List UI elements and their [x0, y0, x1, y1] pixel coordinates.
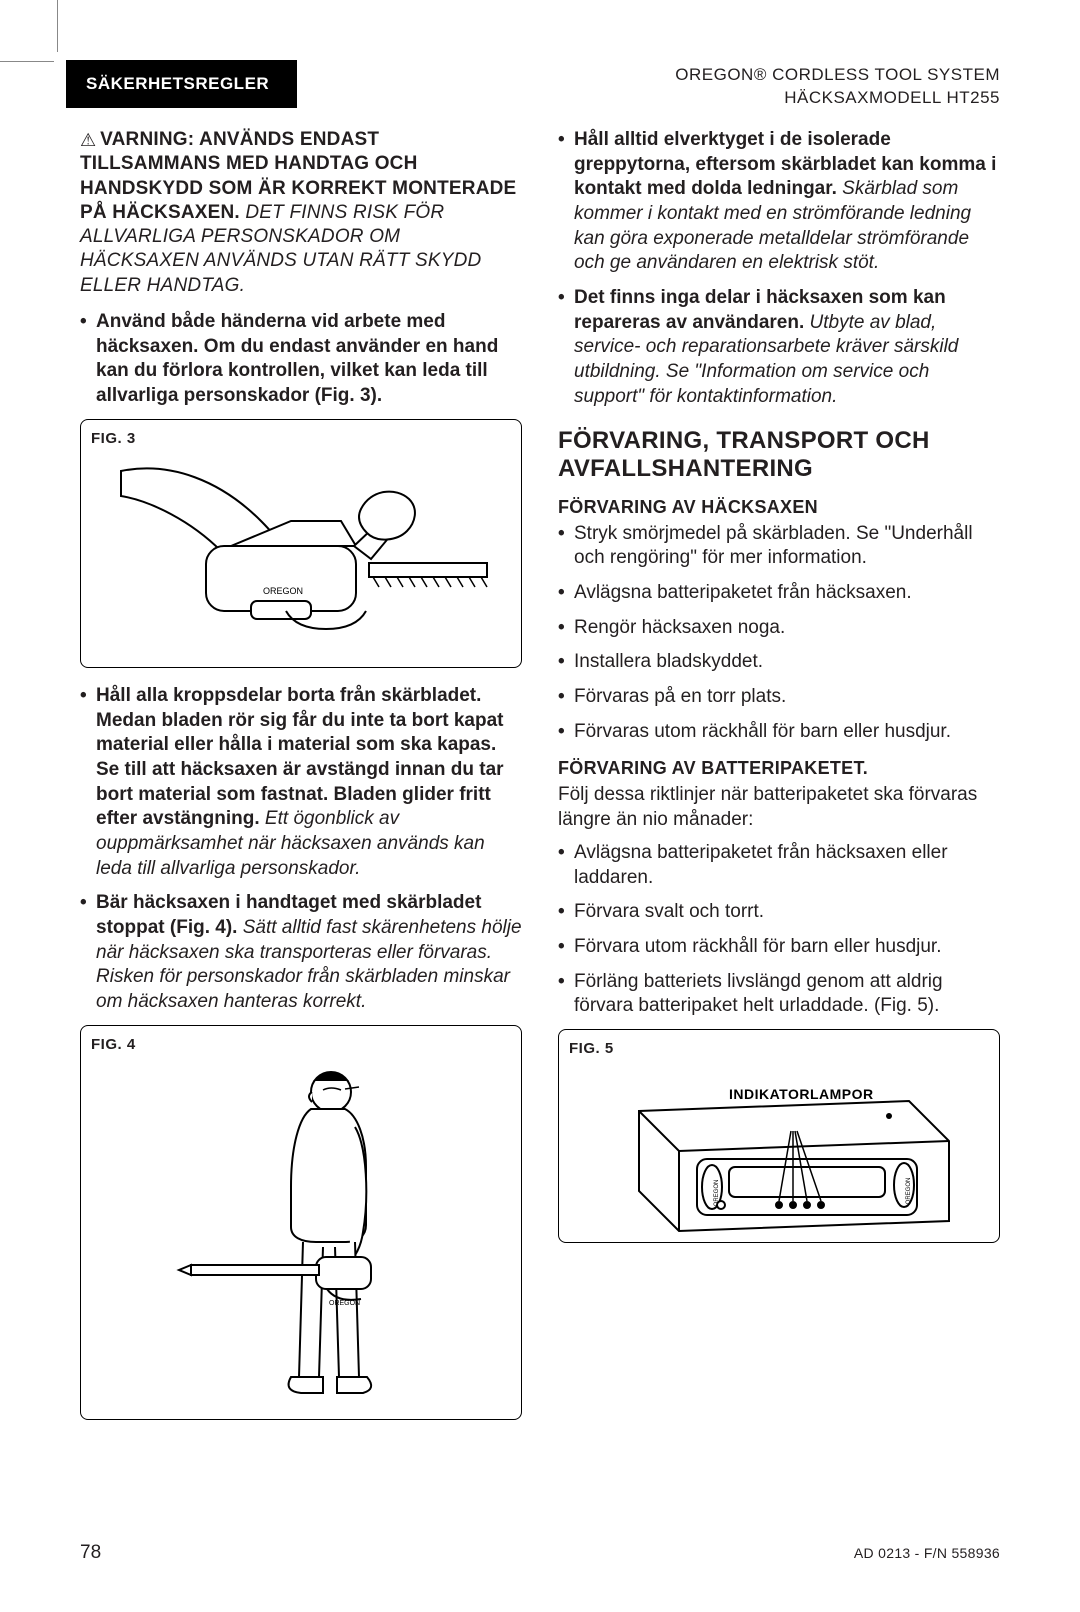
list-item: Bär häcksaxen i handtaget med skärbladet… — [80, 891, 522, 1014]
page-footer: 78 AD 0213 - F/N 558936 — [80, 1542, 1000, 1564]
fig-label: FIG. 4 — [91, 1036, 511, 1053]
subheading-storage-battery: FÖRVARING AV BATTERIPAKETET. — [558, 758, 1000, 779]
warning-icon: ⚠ — [80, 129, 96, 152]
battery-intro: Följ dessa riktlinjer när batteripaketet… — [558, 783, 1000, 832]
left-list-2: Håll alla kroppsdelar borta från skärbla… — [80, 684, 522, 1015]
page-number: 78 — [80, 1542, 101, 1564]
list-item: Förläng batteriets livslängd genom att a… — [558, 970, 1000, 1019]
storage-battery-list: Avlägsna batteripaketet från häcksaxen e… — [558, 841, 1000, 1019]
list-item: Förvaras utom räckhåll för barn eller hu… — [558, 720, 1000, 745]
left-column: ⚠VARNING: ANVÄNDS ENDAST TILLSAMMANS MED… — [80, 128, 522, 1436]
right-column: Håll alltid elverktyget i de isolerade g… — [558, 128, 1000, 1436]
content-columns: ⚠VARNING: ANVÄNDS ENDAST TILLSAMMANS MED… — [80, 128, 1000, 1436]
list-item: Förvaras på en torr plats. — [558, 685, 1000, 710]
list-item: Avlägsna batteripaketet från häcksaxen. — [558, 581, 1000, 606]
list-item: Installera bladskyddet. — [558, 650, 1000, 675]
list-item: Stryk smörjmedel på skärbladen. Se "Unde… — [558, 522, 1000, 571]
svg-text:OREGON: OREGON — [329, 1300, 360, 1307]
list-item: Rengör häcksaxen noga. — [558, 616, 1000, 641]
svg-text:OREGON: OREGON — [906, 1178, 912, 1205]
list-item: Förvara svalt och torrt. — [558, 900, 1000, 925]
section-tab: SÄKERHETSREGLER — [66, 60, 297, 108]
list-item: Avlägsna batteripaketet från häcksaxen e… — [558, 841, 1000, 890]
list-item: Använd både händerna vid arbete med häck… — [80, 310, 522, 409]
figure-3: FIG. 3 — [80, 419, 522, 668]
fig4-illustration: OREGON — [131, 1057, 471, 1407]
subheading-storage-trimmer: FÖRVARING AV HÄCKSAXEN — [558, 497, 1000, 518]
figure-4: FIG. 4 — [80, 1025, 522, 1420]
doc-code: AD 0213 - F/N 558936 — [854, 1545, 1000, 1561]
list-item: Förvara utom räckhåll för barn eller hus… — [558, 935, 1000, 960]
indicator-label: INDIKATORLAMPOR — [729, 1086, 874, 1102]
storage-trimmer-list: Stryk smörjmedel på skärbladen. Se "Unde… — [558, 522, 1000, 745]
fig3-illustration: OREGON — [111, 451, 491, 661]
product-header: OREGON® CORDLESS TOOL SYSTEM HÄCKSAXMODE… — [675, 60, 1000, 110]
warning-block: ⚠VARNING: ANVÄNDS ENDAST TILLSAMMANS MED… — [80, 128, 522, 298]
right-list-1: Håll alltid elverktyget i de isolerade g… — [558, 128, 1000, 410]
section-heading: FÖRVARING, TRANSPORT OCH AVFALLSHANTERIN… — [558, 427, 1000, 482]
list-item: Håll alltid elverktyget i de isolerade g… — [558, 128, 1000, 276]
left-list-1: Använd både händerna vid arbete med häck… — [80, 310, 522, 409]
fig-label: FIG. 5 — [569, 1040, 989, 1057]
fig-label: FIG. 3 — [91, 430, 511, 447]
crop-mark-v — [57, 0, 58, 52]
list-item: Det finns inga delar i häcksaxen som kan… — [558, 286, 1000, 409]
crop-mark-h — [0, 61, 54, 62]
svg-text:OREGON: OREGON — [714, 1180, 720, 1207]
brand-line-1: OREGON® CORDLESS TOOL SYSTEM — [675, 64, 1000, 87]
page-header: SÄKERHETSREGLER OREGON® CORDLESS TOOL SY… — [80, 60, 1000, 110]
fig5-illustration: OREGON OREGON INDIKATORLAMPOR — [579, 1061, 979, 1236]
svg-text:OREGON: OREGON — [263, 586, 303, 596]
list-item: Håll alla kroppsdelar borta från skärbla… — [80, 684, 522, 882]
list-bold: Använd både händerna vid arbete med häck… — [96, 311, 498, 406]
brand-line-2: HÄCKSAXMODELL HT255 — [675, 87, 1000, 110]
figure-5: FIG. 5 — [558, 1029, 1000, 1243]
